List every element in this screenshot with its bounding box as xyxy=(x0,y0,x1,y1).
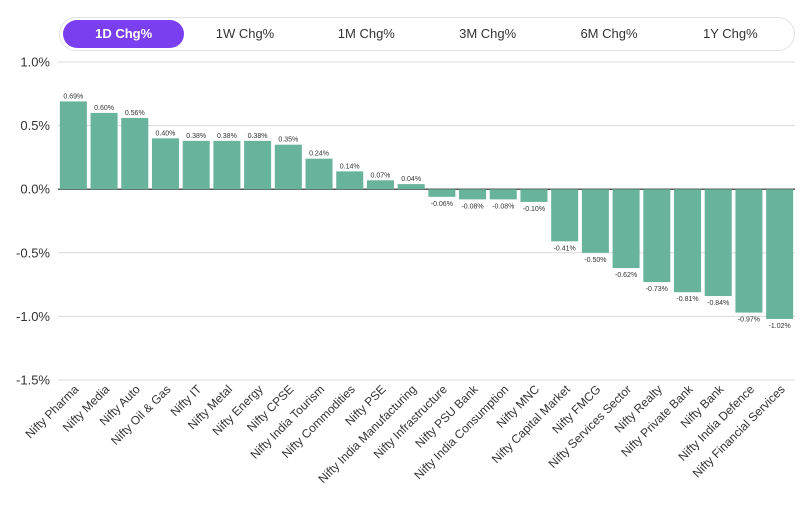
tab-1y[interactable]: 1Y Chg% xyxy=(702,26,758,41)
data-label: 0.69% xyxy=(63,93,83,100)
y-tick-label: -1.0% xyxy=(16,309,50,324)
data-label: -0.84% xyxy=(707,300,729,307)
data-label: -0.41% xyxy=(554,245,576,252)
data-label: -0.62% xyxy=(615,272,637,279)
bar[interactable] xyxy=(397,184,425,190)
data-label: -0.50% xyxy=(584,257,606,264)
bar[interactable] xyxy=(643,189,671,283)
data-label: 0.40% xyxy=(156,130,176,137)
y-tick-label: 1.0% xyxy=(20,55,50,70)
y-tick-label: 0.5% xyxy=(20,118,50,133)
bar[interactable] xyxy=(244,140,272,190)
data-label: 0.04% xyxy=(401,176,421,183)
data-label: -0.08% xyxy=(492,203,514,210)
data-label: 0.60% xyxy=(94,105,114,112)
bar[interactable] xyxy=(366,180,394,190)
bar[interactable] xyxy=(151,138,179,190)
data-labels: 0.69% 0.60% 0.56% 0.40% 0.38% 0.38% 0.38% 0.35%… xyxy=(63,93,790,330)
y-tick-label: -1.5% xyxy=(16,373,50,388)
bar[interactable] xyxy=(90,112,118,190)
bar[interactable] xyxy=(428,189,456,197)
bar[interactable] xyxy=(274,144,302,190)
tab-6m[interactable]: 6M Chg% xyxy=(580,26,638,41)
bar[interactable] xyxy=(182,140,210,190)
bar[interactable] xyxy=(612,189,640,269)
data-label: 0.07% xyxy=(371,172,391,179)
data-label: 0.38% xyxy=(186,133,206,140)
data-label: -0.06% xyxy=(431,201,453,208)
data-label: -0.10% xyxy=(523,206,545,213)
bar[interactable] xyxy=(704,189,732,297)
tab-1w[interactable]: 1W Chg% xyxy=(215,26,275,41)
data-label: 0.38% xyxy=(248,133,268,140)
y-tick-label: 0.0% xyxy=(20,182,50,197)
grid-lines xyxy=(58,61,795,381)
data-label: 0.24% xyxy=(309,151,329,158)
tab-3m[interactable]: 3M Chg% xyxy=(459,26,517,41)
period-tabs: 1D Chg% 1W Chg% 1M Chg% 3M Chg% 6M Chg% … xyxy=(59,17,795,51)
bar[interactable] xyxy=(59,101,87,190)
bar[interactable] xyxy=(489,189,517,200)
data-label: 0.56% xyxy=(125,110,145,117)
bar[interactable] xyxy=(520,189,548,202)
bar[interactable] xyxy=(674,189,702,293)
y-axis-ticks: 1.0% 0.5% 0.0% -0.5% -1.0% -1.5% xyxy=(16,55,50,388)
bar[interactable] xyxy=(336,171,364,190)
data-label: -0.81% xyxy=(676,296,698,303)
bar[interactable] xyxy=(459,189,487,200)
bar[interactable] xyxy=(305,158,333,190)
data-label: -0.73% xyxy=(646,286,668,293)
data-label: 0.14% xyxy=(340,163,360,170)
bar[interactable] xyxy=(121,117,149,190)
y-tick-label: -0.5% xyxy=(16,245,50,260)
tab-1m[interactable]: 1M Chg% xyxy=(337,26,395,41)
data-label: -0.97% xyxy=(738,317,760,324)
bar[interactable] xyxy=(766,189,794,319)
bar[interactable] xyxy=(581,189,609,253)
bar[interactable] xyxy=(551,189,579,242)
data-label: 0.38% xyxy=(217,133,237,140)
data-label: -1.02% xyxy=(769,323,791,330)
bars xyxy=(59,101,794,319)
bar[interactable] xyxy=(735,189,763,313)
data-label: 0.35% xyxy=(278,137,298,144)
bar[interactable] xyxy=(213,140,241,190)
data-label: -0.08% xyxy=(461,203,483,210)
tab-1d[interactable]: 1D Chg% xyxy=(63,20,185,48)
